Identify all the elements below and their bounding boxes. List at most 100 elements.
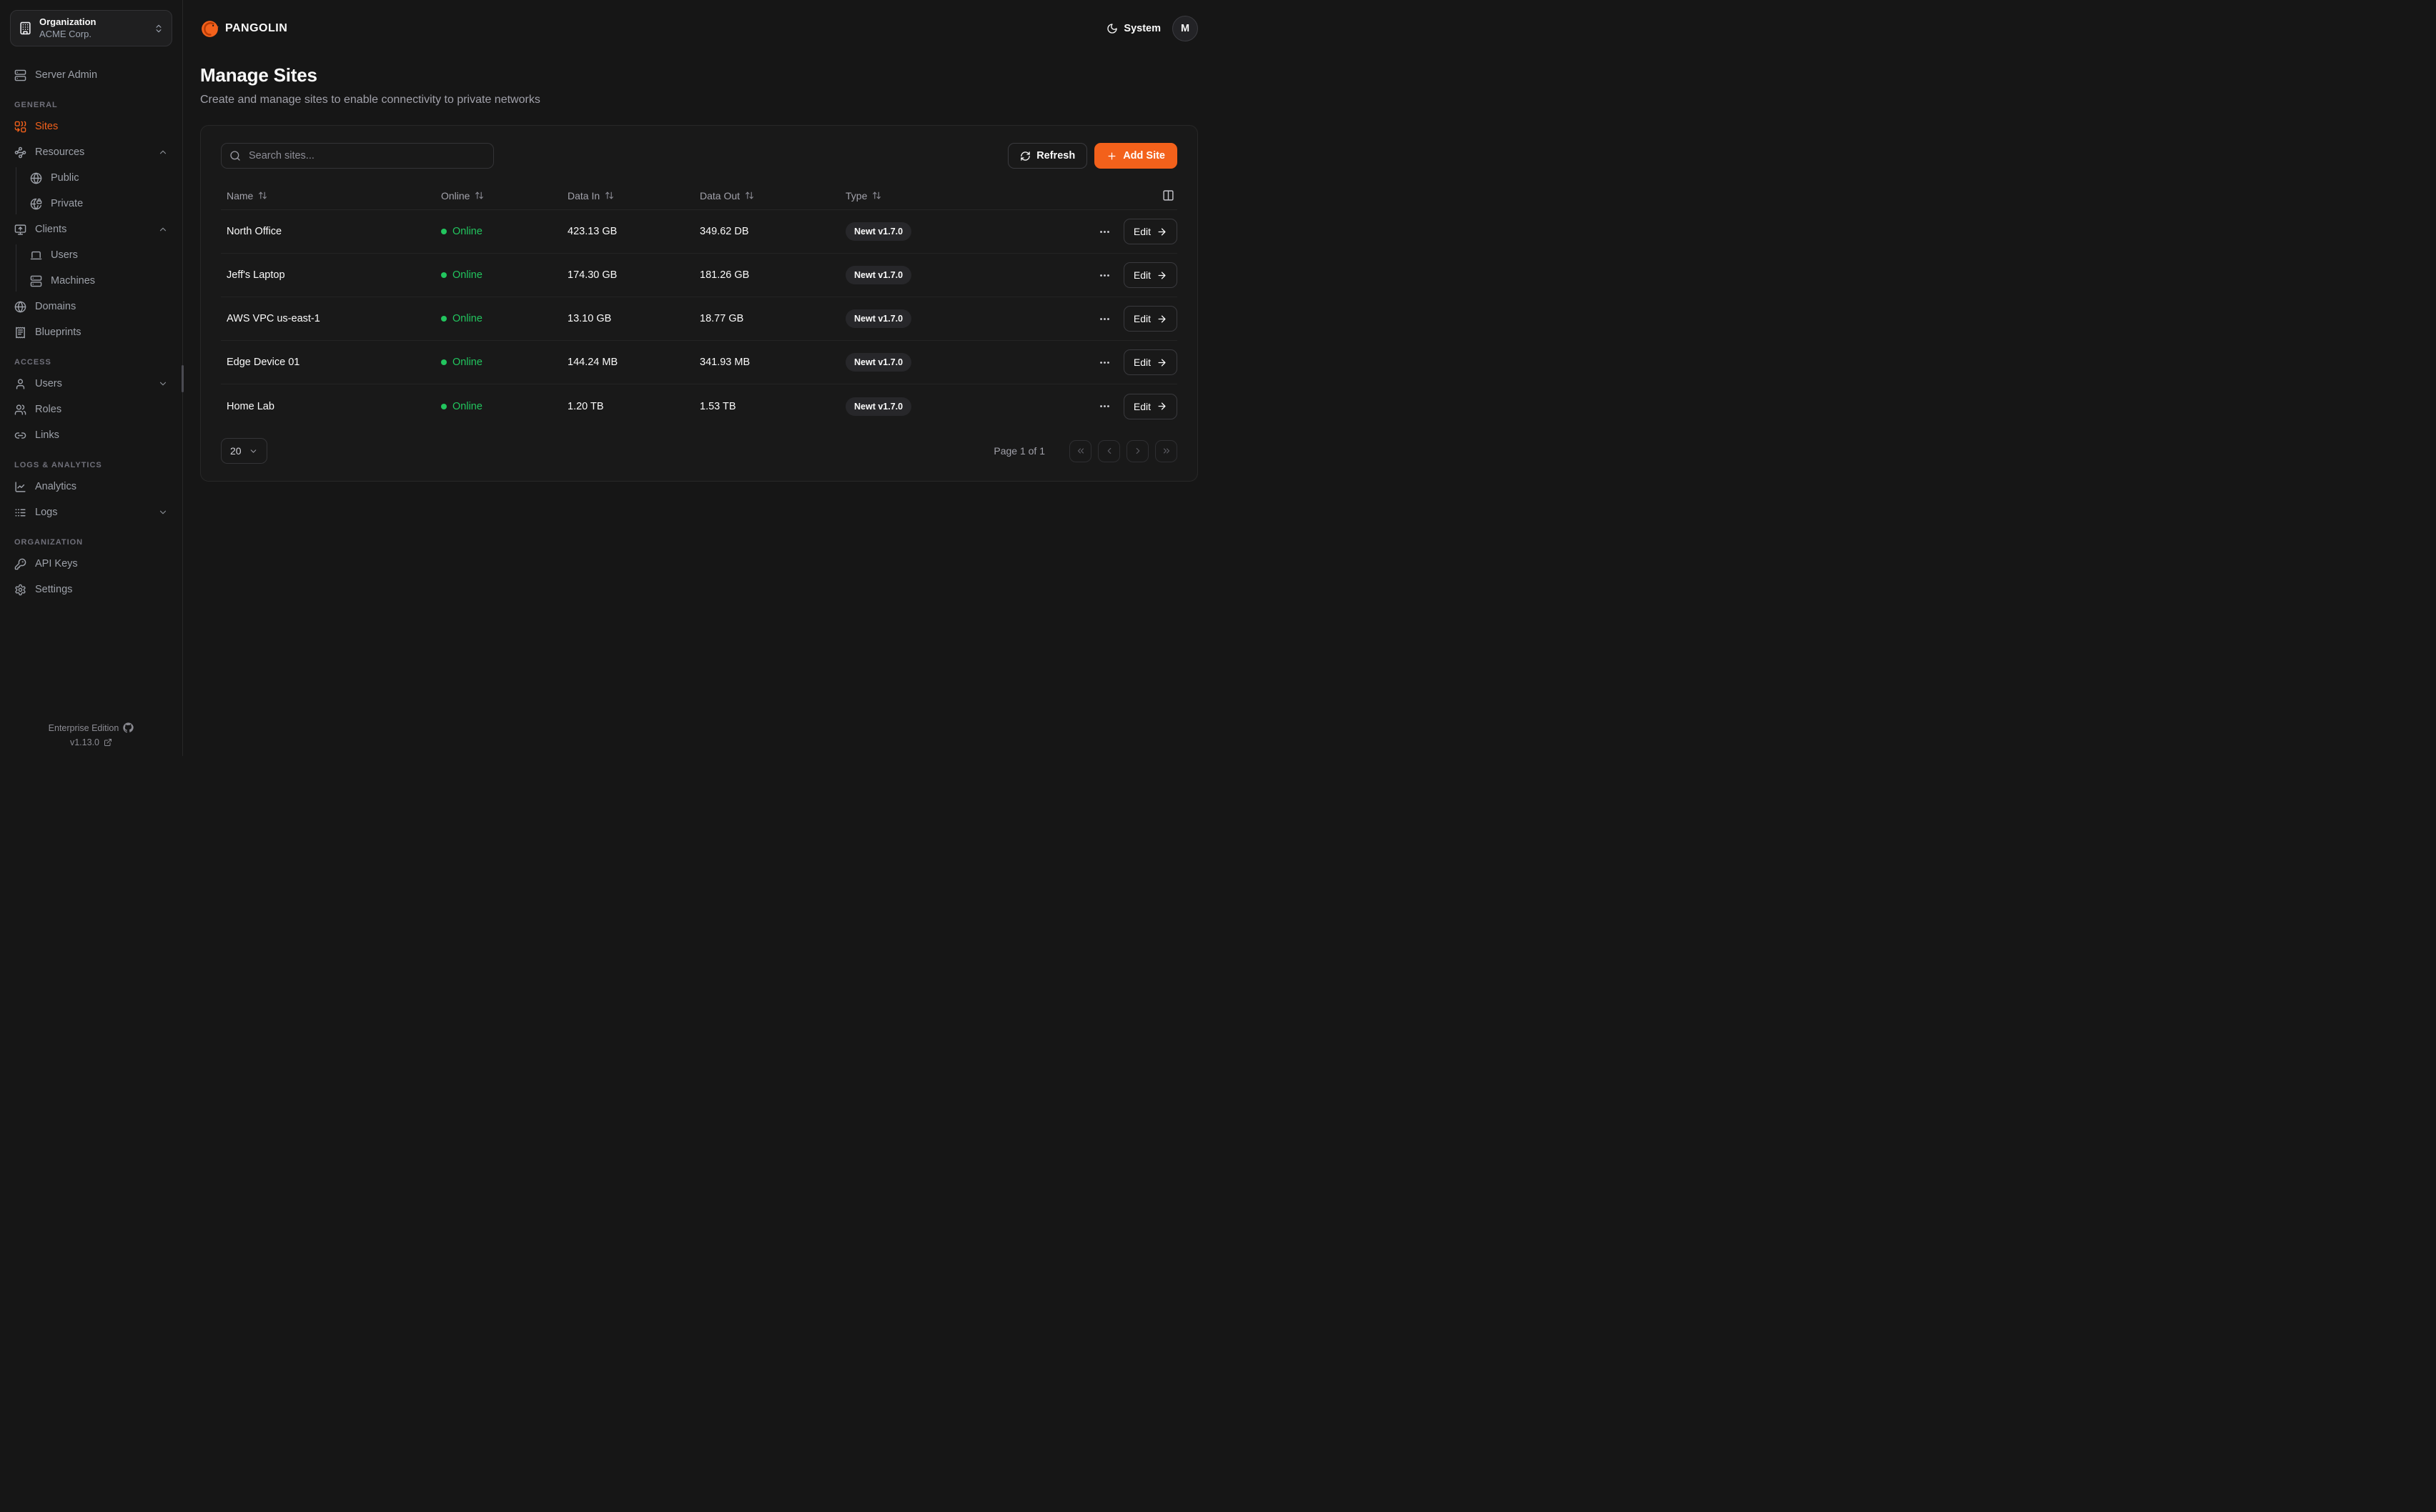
sidebar-item-label: Users xyxy=(51,249,78,261)
site-name: AWS VPC us-east-1 xyxy=(227,313,320,324)
edit-label: Edit xyxy=(1133,313,1151,324)
ellipsis-icon xyxy=(1099,226,1111,238)
sidebar-item-server-admin[interactable]: Server Admin xyxy=(10,62,172,88)
column-header-name[interactable]: Name xyxy=(221,190,435,202)
sidebar-item-label: Logs xyxy=(35,506,58,518)
main-content: PANGOLIN System M Manage Sites Create an… xyxy=(183,0,1218,756)
search-input[interactable] xyxy=(221,143,494,169)
column-header-data-in[interactable]: Data In xyxy=(562,190,694,202)
site-data-out: 349.62 DB xyxy=(700,226,749,237)
org-switcher[interactable]: Organization ACME Corp. xyxy=(10,10,172,46)
edit-label: Edit xyxy=(1133,400,1151,412)
search-icon xyxy=(229,150,241,161)
row-actions: Edit xyxy=(1070,306,1177,332)
receipt-icon xyxy=(14,327,26,339)
column-header-online[interactable]: Online xyxy=(435,190,562,202)
row-menu-button[interactable] xyxy=(1096,310,1114,328)
sidebar-item-machines[interactable]: Machines xyxy=(26,268,172,294)
edit-button[interactable]: Edit xyxy=(1123,393,1177,419)
edit-button[interactable]: Edit xyxy=(1123,262,1177,288)
user-icon xyxy=(14,378,26,390)
last-page-button[interactable] xyxy=(1155,439,1177,462)
avatar[interactable]: M xyxy=(1172,16,1198,41)
sidebar-scrollbar[interactable] xyxy=(182,365,184,392)
column-header-actions xyxy=(1070,188,1177,203)
site-status: Online xyxy=(435,401,562,412)
sidebar-item-clients[interactable]: Clients xyxy=(10,217,172,242)
theme-toggle-button[interactable]: System xyxy=(1106,23,1161,34)
chevron-down-icon xyxy=(249,447,258,456)
arrow-right-icon xyxy=(1157,270,1167,281)
sort-icon xyxy=(475,191,484,200)
first-page-button[interactable] xyxy=(1069,439,1091,462)
org-switcher-text: Organization ACME Corp. xyxy=(39,16,147,40)
table-row: Home Lab Online 1.20 TB 1.53 TB Newt v1.… xyxy=(221,384,1177,428)
column-label: Online xyxy=(441,189,470,202)
column-label: Data In xyxy=(568,189,600,202)
edit-button[interactable]: Edit xyxy=(1123,306,1177,332)
pagination-right: Page 1 of 1 xyxy=(994,439,1177,462)
edit-button[interactable]: Edit xyxy=(1123,219,1177,244)
add-site-button[interactable]: Add Site xyxy=(1094,143,1177,169)
topbar: PANGOLIN System M xyxy=(200,0,1198,43)
column-header-type[interactable]: Type xyxy=(840,190,1070,202)
sidebar-item-label: Analytics xyxy=(35,480,77,492)
sidebar-item-label: Blueprints xyxy=(35,326,81,338)
page-size-value: 20 xyxy=(230,445,242,457)
sidebar-item-domains[interactable]: Domains xyxy=(10,294,172,319)
type-badge: Newt v1.7.0 xyxy=(846,266,912,284)
sidebar-item-users[interactable]: Users xyxy=(10,371,172,397)
refresh-icon xyxy=(1020,151,1031,161)
version-line[interactable]: v1.13.0 xyxy=(70,737,112,747)
sidebar-item-blueprints[interactable]: Blueprints xyxy=(10,319,172,345)
row-menu-button[interactable] xyxy=(1096,354,1114,372)
brand-name: PANGOLIN xyxy=(225,22,288,34)
brand[interactable]: PANGOLIN xyxy=(200,19,287,39)
sidebar-item-resources[interactable]: Resources xyxy=(10,139,172,165)
page-size-select[interactable]: 20 xyxy=(221,438,267,464)
pangolin-logo-icon xyxy=(202,20,219,37)
page-subtitle: Create and manage sites to enable connec… xyxy=(200,94,540,106)
sidebar-item-api-keys[interactable]: API Keys xyxy=(10,551,172,577)
refresh-button[interactable]: Refresh xyxy=(1008,143,1088,169)
building-icon xyxy=(19,21,32,35)
edition-line[interactable]: Enterprise Edition xyxy=(49,722,134,733)
sidebar-item-label: Users xyxy=(35,377,62,389)
sidebar-item-label: Roles xyxy=(35,403,62,415)
site-status: Online xyxy=(435,226,562,237)
row-menu-button[interactable] xyxy=(1096,223,1114,241)
row-menu-button[interactable] xyxy=(1096,267,1114,284)
sidebar-item-label: Links xyxy=(35,429,59,441)
sidebar-item-roles[interactable]: Roles xyxy=(10,397,172,422)
toggle-columns-button[interactable] xyxy=(1161,188,1176,203)
row-menu-button[interactable] xyxy=(1096,397,1114,415)
sidebar-item-logs[interactable]: Logs xyxy=(10,499,172,525)
plus-icon xyxy=(1106,151,1117,161)
previous-page-button[interactable] xyxy=(1098,439,1120,462)
sidebar-item-label: Server Admin xyxy=(35,69,98,81)
sidebar-item-sites[interactable]: Sites xyxy=(10,114,172,139)
sidebar-item-analytics[interactable]: Analytics xyxy=(10,474,172,499)
sidebar-item-private[interactable]: Private xyxy=(26,191,172,217)
site-data-in: 1.20 TB xyxy=(568,400,604,412)
waypoints-icon xyxy=(14,146,26,159)
status-label: Online xyxy=(452,269,482,281)
table-row: Edge Device 01 Online 144.24 MB 341.93 M… xyxy=(221,341,1177,384)
arrow-right-icon xyxy=(1157,357,1167,368)
next-page-button[interactable] xyxy=(1127,439,1149,462)
app-root: Organization ACME Corp. Server Admin GEN… xyxy=(0,0,1218,756)
site-name: Home Lab xyxy=(227,400,274,412)
sidebar-item-public[interactable]: Public xyxy=(26,165,172,191)
status-label: Online xyxy=(452,226,482,237)
table-row: Jeff's Laptop Online 174.30 GB 181.26 GB… xyxy=(221,254,1177,297)
sidebar-item-settings[interactable]: Settings xyxy=(10,577,172,602)
topbar-right: System M xyxy=(1106,16,1198,41)
arrow-right-icon xyxy=(1157,227,1167,237)
column-header-data-out[interactable]: Data Out xyxy=(694,190,840,202)
edit-button[interactable]: Edit xyxy=(1123,349,1177,375)
table-row: North Office Online 423.13 GB 349.62 DB … xyxy=(221,210,1177,254)
sidebar-item-links[interactable]: Links xyxy=(10,422,172,448)
sidebar-item-client-users[interactable]: Users xyxy=(26,242,172,268)
ellipsis-icon xyxy=(1099,400,1111,412)
ellipsis-icon xyxy=(1099,313,1111,325)
